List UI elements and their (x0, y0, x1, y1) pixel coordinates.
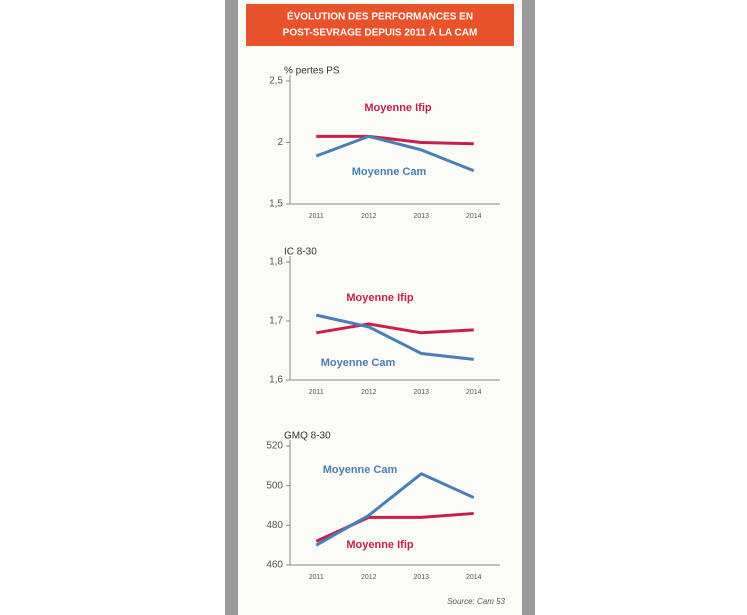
series-line (316, 134, 474, 146)
x-tick-label: 2012 (361, 574, 377, 581)
y-tick-label: 2 (277, 137, 283, 148)
y-axis-label: GMQ 8-30 (284, 431, 331, 442)
series-label: Moyenne Cam (323, 464, 398, 476)
x-tick-label: 2014 (466, 213, 482, 220)
y-tick-label: 2,5 (269, 76, 283, 87)
x-tick-label: 2014 (466, 389, 482, 396)
y-tick-label: 1,8 (269, 257, 283, 268)
y-axis-label: IC 8-30 (284, 247, 317, 258)
x-tick-label: 2014 (466, 574, 482, 581)
y-tick-label: 480 (266, 520, 283, 531)
x-tick-label: 2013 (413, 213, 429, 220)
series-line (315, 472, 475, 547)
series-label: Moyenne Cam (352, 166, 427, 178)
x-tick-label: 2011 (309, 574, 324, 581)
title-line: POST-SEVRAGE DEPUIS 2011 À LA CAM (283, 26, 478, 39)
series-label: Moyenne Ifip (346, 539, 414, 551)
title-banner (246, 4, 514, 46)
panel (238, 0, 522, 615)
series-label: Moyenne Cam (321, 357, 396, 369)
y-tick-label: 1,7 (269, 316, 283, 327)
series-line (316, 322, 474, 335)
x-tick-label: 2013 (413, 574, 429, 581)
x-tick-label: 2013 (413, 389, 429, 396)
series-label: Moyenne Ifip (364, 102, 432, 114)
x-tick-label: 2011 (309, 389, 324, 396)
series-label: Moyenne Ifip (346, 292, 414, 304)
y-tick-label: 460 (266, 560, 283, 571)
y-tick-label: 520 (266, 441, 283, 452)
source: Source: Cam 53 (447, 597, 505, 606)
series-line (315, 134, 475, 173)
x-tick-label: 2012 (361, 213, 377, 220)
y-tick-label: 1,5 (269, 199, 283, 210)
y-tick-label: 1,6 (269, 375, 283, 386)
y-axis-label: % pertes PS (284, 66, 340, 77)
series-line (315, 313, 474, 361)
title-line: ÉVOLUTION DES PERFORMANCES EN (287, 10, 473, 23)
x-tick-label: 2012 (361, 389, 377, 396)
x-tick-label: 2011 (309, 213, 324, 220)
y-tick-label: 500 (266, 480, 283, 491)
